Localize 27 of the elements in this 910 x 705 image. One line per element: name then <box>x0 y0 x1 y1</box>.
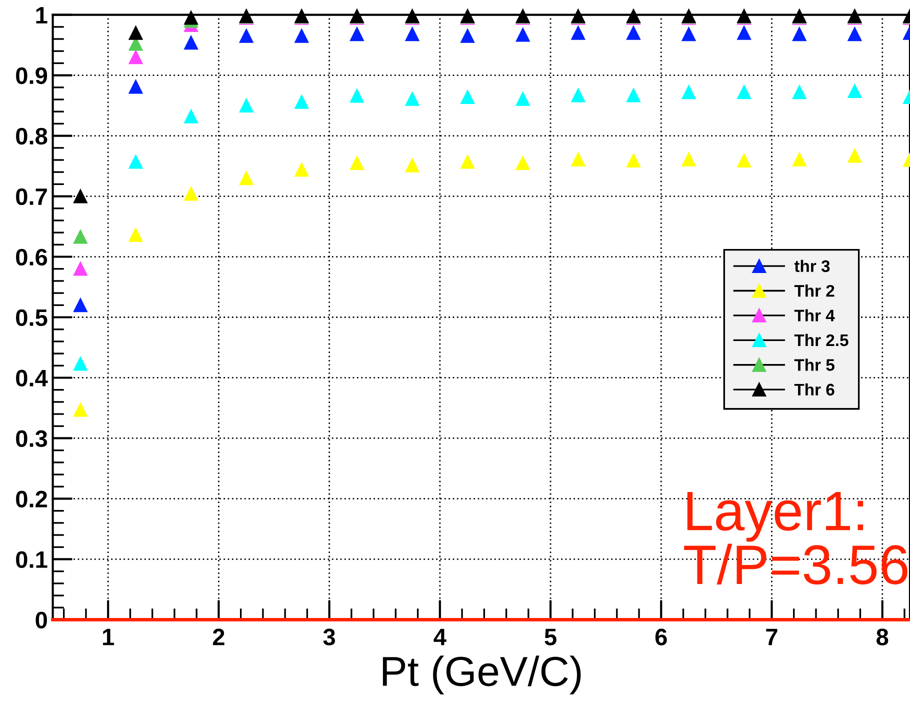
x-tick-label: 8 <box>876 628 888 646</box>
x-tick-label: 2 <box>212 628 224 646</box>
y-tick-label: 0.1 <box>16 551 48 568</box>
legend-label: Thr 2.5 <box>794 334 848 346</box>
y-tick-label: 0.5 <box>16 309 48 326</box>
legend-label: thr 3 <box>794 260 830 272</box>
y-tick-label: 0 <box>36 612 47 628</box>
y-tick-label: 0.9 <box>16 67 48 84</box>
y-tick-label: 0.3 <box>16 430 48 448</box>
y-tick-label: 0.6 <box>16 248 48 266</box>
legend-label: Thr 4 <box>794 309 835 322</box>
x-tick-label: 1 <box>103 628 114 646</box>
y-tick-label: 0.8 <box>16 128 48 145</box>
legend-label: Thr 6 <box>794 383 834 396</box>
y-tick-label: 0.4 <box>16 370 48 387</box>
x-axis-title: Pt (GeV/C) <box>382 656 581 694</box>
y-tick-label: 1 <box>36 7 48 24</box>
legend-label: Thr 2 <box>794 284 834 297</box>
x-tick-label: 3 <box>323 628 336 646</box>
x-tick-label: 4 <box>434 628 446 646</box>
annotation: Layer1: T/P=3.56 <box>684 492 908 585</box>
y-tick-label: 0.7 <box>16 188 47 206</box>
legend-label: Thr 5 <box>794 358 834 371</box>
y-tick-label: 0.2 <box>16 490 47 508</box>
x-tick-label: 7 <box>766 628 778 646</box>
x-tick-label: 6 <box>655 628 667 646</box>
x-tick-label: 5 <box>544 628 556 646</box>
